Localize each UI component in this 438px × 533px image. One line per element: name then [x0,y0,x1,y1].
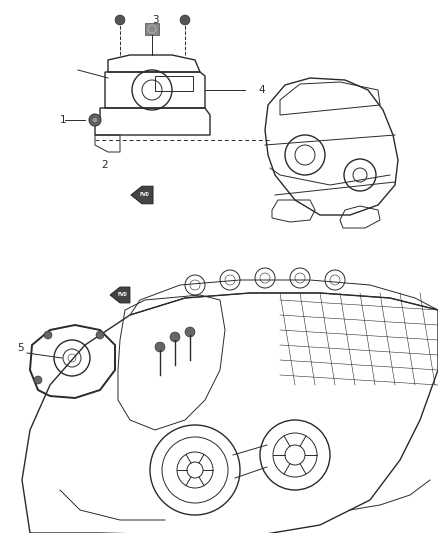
Text: 4: 4 [259,85,265,95]
Circle shape [170,332,180,342]
Polygon shape [131,186,153,204]
Text: 5: 5 [17,343,23,353]
Circle shape [44,331,52,339]
Circle shape [115,15,125,25]
Text: FWD: FWD [117,293,127,297]
Bar [155,76,193,91]
Text: FWD: FWD [139,192,149,198]
Text: 1: 1 [60,115,66,125]
Text: 2: 2 [102,160,108,170]
Polygon shape [145,23,159,35]
Circle shape [96,331,104,339]
Circle shape [92,117,98,123]
Circle shape [180,15,190,25]
Circle shape [89,114,101,126]
Circle shape [34,376,42,384]
Polygon shape [110,287,130,303]
Text: 3: 3 [152,15,158,25]
Circle shape [185,327,195,337]
Circle shape [155,342,165,352]
